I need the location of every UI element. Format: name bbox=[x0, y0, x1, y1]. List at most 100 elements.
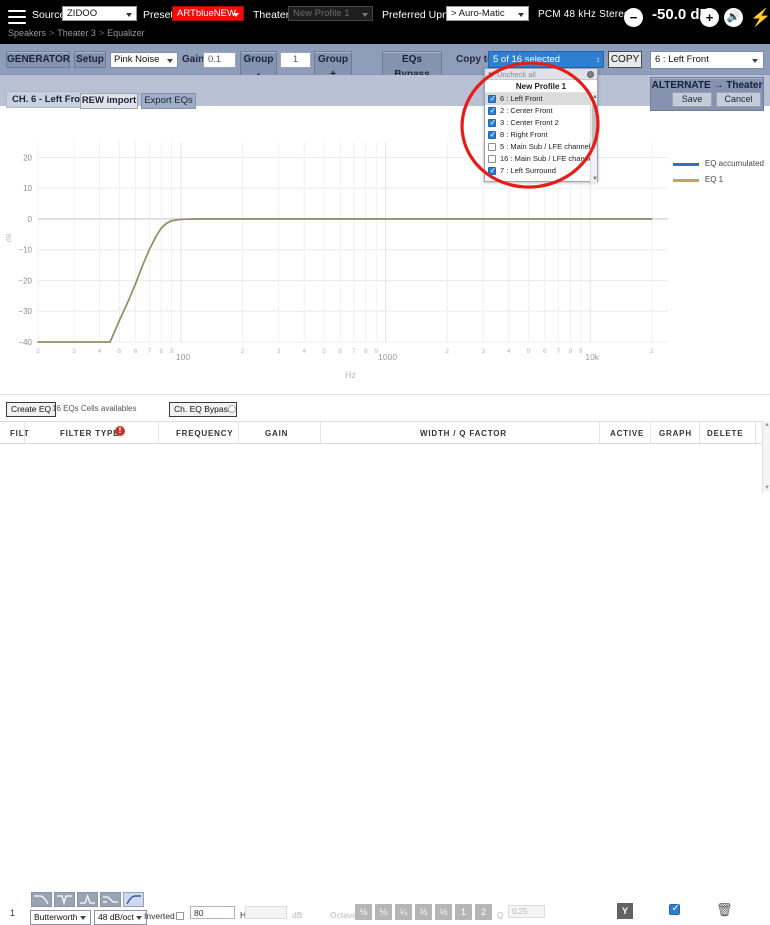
copy-to-label: Copy to : bbox=[456, 54, 500, 65]
dropdown-item-checkbox[interactable] bbox=[488, 155, 496, 163]
channel-tab-label: CH. 6 - Left Front bbox=[6, 91, 96, 108]
octave-button-1-2[interactable]: ½ bbox=[435, 904, 452, 920]
octave-button-1-4[interactable]: ¼ bbox=[395, 904, 412, 920]
generator-button[interactable]: GENERATOR bbox=[6, 51, 70, 68]
dropdown-item-checkbox[interactable] bbox=[488, 130, 496, 139]
scroll-up-icon[interactable]: ▲ bbox=[592, 94, 598, 100]
ch-eq-bypass-radio[interactable] bbox=[228, 405, 236, 413]
inverted-checkbox[interactable] bbox=[176, 912, 184, 920]
cancel-button[interactable]: Cancel bbox=[716, 92, 761, 107]
low-pass-icon[interactable] bbox=[31, 892, 52, 907]
chart-xtick-major: 10k bbox=[585, 352, 599, 362]
theater-profile-select[interactable]: New Profile 1 bbox=[288, 6, 373, 21]
dropdown-item-checkbox[interactable] bbox=[488, 166, 496, 175]
dropdown-item-checkbox[interactable] bbox=[488, 118, 496, 127]
legend-swatch-eq1 bbox=[672, 179, 699, 182]
dropdown-item-checkbox[interactable] bbox=[488, 143, 496, 151]
create-eq-button[interactable]: Create EQ bbox=[6, 402, 57, 417]
shelf-icon[interactable] bbox=[100, 892, 121, 907]
group-value-input[interactable]: 1 bbox=[280, 52, 311, 68]
breadcrumb-item-speakers[interactable]: Speakers bbox=[8, 28, 47, 38]
row-index: 1 bbox=[10, 908, 16, 918]
column-graph: GRAPH bbox=[659, 429, 692, 438]
gain-unit-label: dB bbox=[292, 910, 303, 920]
dropdown-list[interactable]: 6 : Left Front 2 : Center Front 3 : Center… bbox=[485, 93, 597, 180]
table-row[interactable]: 1 Butterworth 48 dB/oct Inverted 80 Hz d… bbox=[0, 444, 770, 925]
preset-select[interactable]: ARTblueNEW bbox=[172, 6, 244, 21]
graph-checkbox[interactable] bbox=[669, 903, 680, 915]
chart-xtick-minor: 9 bbox=[374, 348, 378, 355]
chart-ytick-label: 20 bbox=[23, 153, 32, 162]
gain-input[interactable]: 0.1 bbox=[203, 52, 236, 68]
notch-icon[interactable] bbox=[54, 892, 75, 907]
dropdown-item-checkbox[interactable] bbox=[488, 106, 496, 115]
copy-to-select[interactable]: 5 of 16 selected bbox=[488, 51, 604, 68]
trash-icon[interactable]: 🗑 bbox=[716, 902, 733, 917]
speaker-icon[interactable]: 🔊 bbox=[724, 8, 743, 27]
ch-eq-bypass-button[interactable]: Ch. EQ Bypass bbox=[169, 402, 238, 417]
dropdown-item-checkbox[interactable] bbox=[488, 94, 496, 103]
uncheck-all-label[interactable]: Uncheck all bbox=[497, 70, 536, 79]
source-select[interactable]: ZIDOO bbox=[62, 6, 137, 21]
dropdown-item-4[interactable]: 5 : Main Sub / LFE channel bbox=[485, 141, 597, 153]
gear-icon[interactable] bbox=[587, 71, 594, 78]
chart-series-eq1 bbox=[37, 218, 653, 343]
generator-toolbar: GENERATOR Setup Pink Noise Gain 0.1 Grou… bbox=[0, 44, 770, 83]
copy-to-dropdown[interactable]: ✖ Uncheck all New Profile 1 6 : Left Fro… bbox=[484, 68, 598, 183]
octave-button-2[interactable]: 2 bbox=[475, 904, 492, 920]
q-input[interactable]: 0.25 bbox=[508, 905, 545, 918]
dropdown-item-6[interactable]: 7 : Left Surround bbox=[485, 165, 597, 177]
frequency-input[interactable]: 80 bbox=[190, 906, 235, 919]
save-button[interactable]: Save bbox=[672, 92, 712, 107]
octave-button-1-6[interactable]: ⅙ bbox=[375, 904, 392, 920]
chart-xtick-minor: 7 bbox=[557, 348, 561, 355]
gain-input[interactable] bbox=[245, 906, 287, 919]
breadcrumb-item-equalizer[interactable]: Equalizer bbox=[107, 28, 145, 38]
volume-down-icon[interactable]: − bbox=[624, 8, 643, 27]
scroll-up-icon[interactable]: ▲ bbox=[764, 422, 770, 428]
legend-label-eq1: EQ 1 bbox=[704, 175, 724, 184]
filter-family-select[interactable]: Butterworth bbox=[30, 910, 91, 925]
dropdown-item-0[interactable]: 6 : Left Front bbox=[485, 93, 597, 105]
high-pass-icon[interactable] bbox=[123, 892, 144, 907]
dropdown-item-2[interactable]: 3 : Center Front 2 bbox=[485, 117, 597, 129]
hamburger-icon[interactable] bbox=[8, 10, 26, 24]
q-label: Q bbox=[497, 910, 504, 920]
chart-xtick-minor: 2 bbox=[241, 348, 245, 355]
chart-ytick-label: 10 bbox=[23, 184, 32, 193]
warning-icon[interactable]: ! bbox=[115, 426, 125, 436]
chart-xlabel: Hz bbox=[345, 370, 356, 380]
dropdown-scroll-thumb[interactable] bbox=[592, 105, 597, 145]
chart-xtick-minor: 4 bbox=[507, 348, 511, 355]
octave-button-1[interactable]: 1 bbox=[455, 904, 472, 920]
eq-control-bar bbox=[0, 394, 770, 420]
scroll-down-icon[interactable]: ▼ bbox=[764, 485, 770, 491]
filter-slope-select[interactable]: 48 dB/oct bbox=[94, 910, 147, 925]
dropdown-item-5[interactable]: 16 : Main Sub / LFE channel 2 bbox=[485, 153, 597, 165]
rew-import-button[interactable]: REW import bbox=[80, 93, 138, 109]
upmix-select[interactable]: > Auro-Matic bbox=[446, 6, 529, 21]
dropdown-item-3[interactable]: 8 : Right Front bbox=[485, 129, 597, 141]
chart-xtick-major: 1000 bbox=[378, 352, 397, 362]
dropdown-item-label: 7 : Left Surround bbox=[500, 166, 556, 175]
table-scrollbar[interactable]: ▲ ▼ bbox=[762, 421, 770, 492]
export-eqs-button[interactable]: Export EQs bbox=[141, 93, 196, 109]
lightning-bolt-icon[interactable]: ⚡ bbox=[750, 8, 770, 27]
noise-type-select[interactable]: Pink Noise bbox=[110, 52, 178, 68]
peak-icon[interactable] bbox=[77, 892, 98, 907]
dropdown-item-1[interactable]: 2 : Center Front bbox=[485, 105, 597, 117]
close-icon[interactable]: ✖ bbox=[488, 72, 494, 79]
chart-xtick-minor: 7 bbox=[352, 348, 356, 355]
dropdown-scrollbar[interactable]: ▲ ▼ bbox=[590, 93, 598, 183]
volume-up-icon[interactable]: + bbox=[700, 8, 719, 27]
scroll-down-icon[interactable]: ▼ bbox=[592, 176, 598, 182]
breadcrumb-item-theater[interactable]: Theater 3 bbox=[57, 28, 96, 38]
chart-xtick-minor: 3 bbox=[72, 348, 76, 355]
octave-button-1-8[interactable]: ⅛ bbox=[355, 904, 372, 920]
channel-select[interactable]: 6 : Left Front bbox=[650, 51, 764, 69]
setup-button[interactable]: Setup bbox=[74, 51, 106, 68]
active-toggle-button[interactable]: Y bbox=[617, 903, 633, 919]
copy-button[interactable]: COPY bbox=[608, 51, 642, 68]
dropdown-item-label: 3 : Center Front 2 bbox=[500, 118, 559, 127]
octave-button-1-3[interactable]: ⅓ bbox=[415, 904, 432, 920]
